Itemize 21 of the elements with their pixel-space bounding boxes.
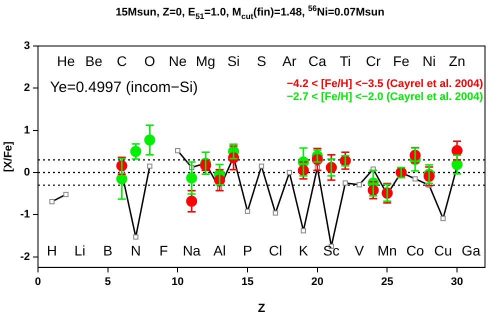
x-tick-label: 25 (381, 276, 394, 288)
x-tick-label: 10 (172, 276, 184, 288)
y-tick-label: 2 (24, 82, 30, 94)
x-tick-label: 0 (34, 276, 42, 288)
annotation: Ye=0.4997 (incom−Si) (50, 79, 198, 96)
x-tick-label: 20 (311, 276, 324, 288)
y-tick-label: 3 (24, 40, 30, 52)
y-tick-label: 0 (24, 166, 30, 179)
text: −4.2 < [Fe/H] <−3.5 (Cayrel et al. 2004) (286, 78, 484, 90)
y-axis-title: [X/Fe] (2, 141, 15, 172)
x-tick-label: 15 (241, 276, 254, 288)
y-tick-label: 1 (24, 124, 30, 136)
x-tick-label: 5 (104, 276, 111, 288)
x-axis-title: Z (258, 301, 266, 316)
chart-title: 15Msun, Z=0, E$_{51}$=1.0, M$_{cut}$(fin)=1.48, $^{56}$Ni=0.07Msun (114, 4, 386, 21)
x-tick-label: 30 (450, 276, 464, 288)
text: He Be C O Ne Mg Si S Ar Ca Ti Cr Fe Ni Zn (56, 52, 466, 69)
y-tick-label: -1 (20, 208, 30, 221)
text: −2.7 < [Fe/H] <−2.0 (Cayrel et al. 2004) (286, 91, 484, 104)
text: H Li B N F Na Al P Cl K Sc V Mn Co Cu Ga (46, 242, 480, 258)
y-tick-label: -2 (20, 250, 30, 263)
